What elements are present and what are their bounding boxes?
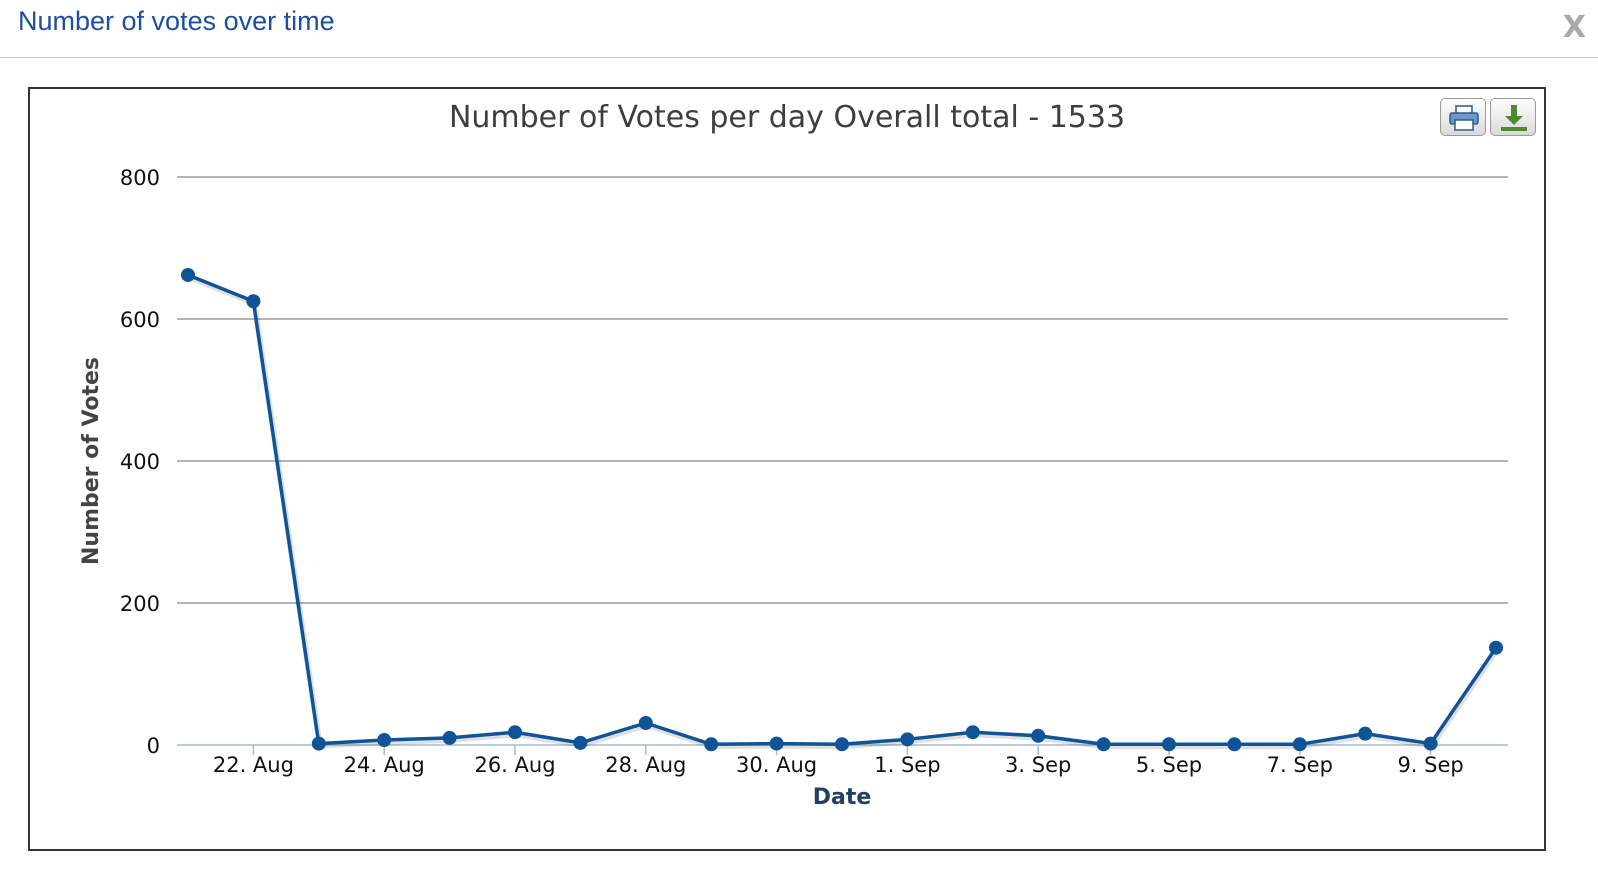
dialog-title: Number of votes over time [18, 6, 335, 36]
data-point[interactable] [508, 725, 522, 740]
x-tick-label: 22. Aug [213, 753, 294, 777]
close-button[interactable]: X [1562, 10, 1586, 45]
data-point[interactable] [638, 715, 653, 730]
data-point[interactable] [1227, 737, 1242, 752]
y-tick-label: 600 [120, 308, 160, 332]
data-point[interactable] [769, 736, 784, 751]
data-point[interactable] [965, 725, 980, 740]
line-chart: Number of Votes per day Overall total - … [79, 100, 1508, 810]
data-point[interactable] [311, 736, 326, 751]
y-tick-label: 400 [120, 450, 160, 474]
x-axis-title: Date [813, 785, 872, 810]
grid-lines [177, 176, 1508, 604]
export-button[interactable] [1490, 98, 1536, 136]
data-point[interactable] [1031, 728, 1046, 743]
data-point[interactable] [1489, 640, 1503, 655]
x-tick-label: 3. Sep [1005, 753, 1071, 777]
data-point[interactable] [1096, 737, 1111, 752]
x-tick-label: 5. Sep [1136, 753, 1202, 777]
printer-icon [1449, 105, 1479, 131]
x-tick-label: 30. Aug [736, 753, 817, 777]
y-tick-label: 200 [120, 592, 160, 616]
chart-title: Number of Votes per day Overall total - … [449, 100, 1125, 135]
data-point[interactable] [1423, 736, 1438, 751]
x-tick-label: 24. Aug [344, 753, 425, 777]
series-line-shadow [187, 274, 1500, 750]
data-point[interactable] [442, 730, 457, 745]
print-button[interactable] [1440, 98, 1486, 136]
data-point[interactable] [573, 735, 588, 750]
data-point[interactable] [377, 733, 392, 748]
y-axis: 0 200 400 600 800 [120, 166, 160, 758]
data-point[interactable] [246, 294, 261, 309]
x-tick-label: 9. Sep [1397, 753, 1463, 777]
data-point[interactable] [1162, 737, 1176, 752]
x-tick-label: 7. Sep [1267, 753, 1333, 777]
x-tick-label: 28. Aug [605, 753, 686, 777]
data-point[interactable] [900, 732, 915, 747]
dialog-header: Number of votes over time X [0, 0, 1598, 58]
chart-container: Number of Votes per day Overall total - … [28, 87, 1546, 851]
data-point[interactable] [704, 737, 719, 752]
x-tick-label: 1. Sep [874, 753, 940, 777]
x-tick-label: 26. Aug [474, 753, 555, 777]
y-axis-title: Number of Votes [79, 357, 104, 565]
data-point[interactable] [835, 737, 849, 752]
y-tick-label: 0 [147, 734, 160, 758]
data-point[interactable] [181, 267, 195, 282]
series-layer [181, 267, 1503, 752]
data-point[interactable] [1292, 737, 1307, 752]
download-icon [1501, 105, 1527, 131]
y-tick-label: 800 [120, 166, 160, 190]
series-line [187, 273, 1498, 747]
data-point[interactable] [1358, 726, 1373, 741]
